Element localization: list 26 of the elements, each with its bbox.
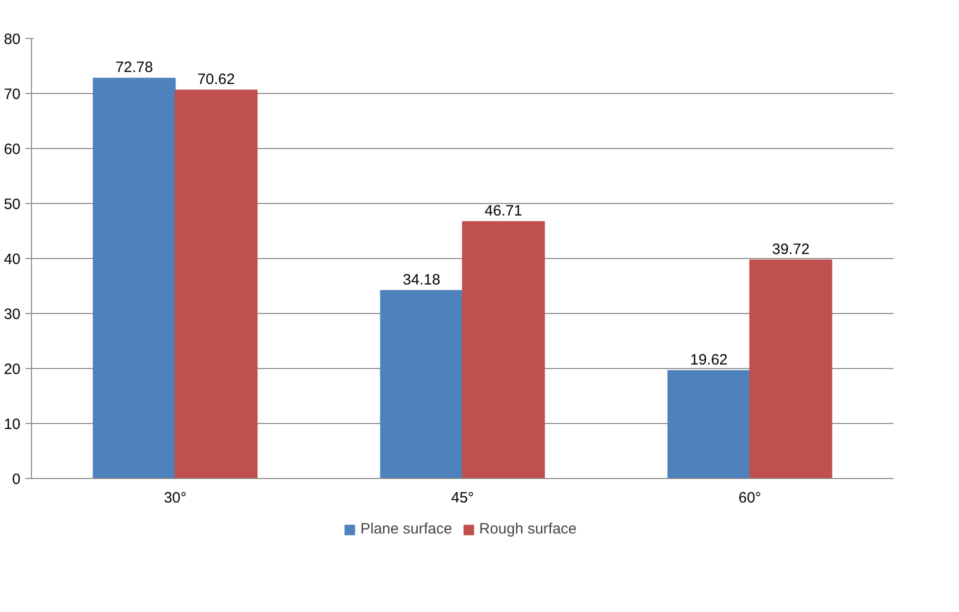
data-label: 46.71 [484,202,522,220]
data-label: 70.62 [197,71,235,88]
legend-label: Plane surface [360,520,452,538]
y-tick-label: 20 [4,361,21,378]
y-tick-label: 60 [4,141,21,158]
legend-label: Rough surface [479,520,577,538]
y-tick-label: 50 [4,196,21,213]
y-tick-label: 70 [4,86,21,103]
x-tick-label: 45° [451,490,474,506]
data-label: 19.62 [690,352,728,369]
bar [462,221,545,478]
x-tick-label: 30° [164,490,187,506]
bar [92,78,176,478]
bar [380,290,463,478]
data-label: 39.72 [772,241,810,258]
y-tick-label: 0 [12,471,20,488]
x-tick-label: 60° [738,490,762,506]
data-label: 34.18 [402,272,440,289]
y-tick-label: 40 [4,251,21,268]
bar [174,90,258,478]
y-tick-label: 80 [4,31,21,48]
bar [749,260,832,478]
bar [667,370,750,478]
data-label: 72.78 [115,59,153,76]
y-tick-label: 30 [4,306,21,323]
y-tick-label: 10 [4,416,21,433]
